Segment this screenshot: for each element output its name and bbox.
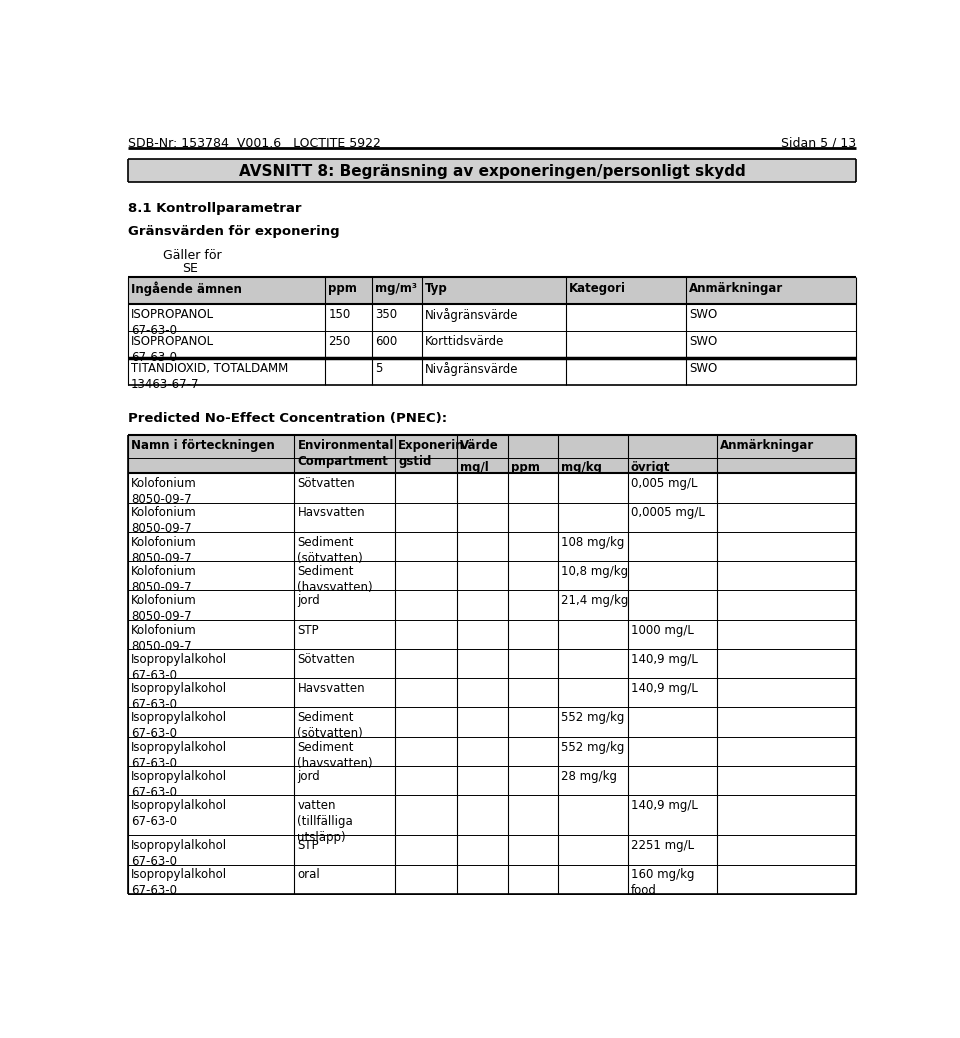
Text: mg/m³: mg/m³ — [375, 281, 417, 295]
Text: Typ: Typ — [425, 281, 448, 295]
Text: ppm: ppm — [328, 281, 357, 295]
Text: AVSNITT 8: Begränsning av exponeringen/personligt skydd: AVSNITT 8: Begränsning av exponeringen/p… — [239, 164, 745, 179]
Text: Kolofonium
8050-09-7: Kolofonium 8050-09-7 — [131, 565, 197, 594]
Text: 5: 5 — [375, 361, 382, 375]
Text: Havsvatten: Havsvatten — [298, 507, 365, 519]
Text: Kolofonium
8050-09-7: Kolofonium 8050-09-7 — [131, 624, 197, 653]
Text: övrigt: övrigt — [631, 461, 670, 474]
Text: 600: 600 — [375, 335, 397, 348]
Text: 28 mg/kg: 28 mg/kg — [561, 770, 617, 783]
Text: Kolofonium
8050-09-7: Kolofonium 8050-09-7 — [131, 477, 197, 507]
Text: 21,4 mg/kg: 21,4 mg/kg — [561, 595, 629, 607]
Text: 0,0005 mg/L: 0,0005 mg/L — [631, 507, 705, 519]
Text: mg/l: mg/l — [460, 461, 489, 474]
Text: 2251 mg/L: 2251 mg/L — [631, 839, 694, 852]
Text: Värde: Värde — [460, 439, 499, 452]
Text: Sötvatten: Sötvatten — [298, 653, 355, 665]
Text: 350: 350 — [375, 308, 397, 321]
Text: Kolofonium
8050-09-7: Kolofonium 8050-09-7 — [131, 595, 197, 623]
Text: 108 mg/kg: 108 mg/kg — [561, 536, 624, 549]
Text: oral: oral — [298, 869, 321, 881]
Text: Sidan 5 / 13: Sidan 5 / 13 — [781, 137, 856, 149]
Text: SWO: SWO — [689, 335, 717, 348]
Text: 140,9 mg/L: 140,9 mg/L — [631, 799, 698, 812]
Text: Korttidsvärde: Korttidsvärde — [425, 335, 505, 348]
Text: Isopropylalkohol
67-63-0: Isopropylalkohol 67-63-0 — [131, 869, 227, 898]
Text: Kolofonium
8050-09-7: Kolofonium 8050-09-7 — [131, 507, 197, 536]
Text: 0,005 mg/L: 0,005 mg/L — [631, 477, 697, 490]
Text: ISOPROPANOL
67-63-0: ISOPROPANOL 67-63-0 — [131, 335, 214, 363]
Text: Nivågränsvärde: Nivågränsvärde — [425, 361, 518, 376]
Text: SWO: SWO — [689, 308, 717, 321]
Text: SWO: SWO — [689, 361, 717, 375]
Text: Gränsvärden för exponering: Gränsvärden för exponering — [128, 224, 340, 238]
Text: Gäller för: Gäller för — [162, 249, 221, 263]
Bar — [128, 159, 856, 183]
Text: Anmärkningar: Anmärkningar — [689, 281, 783, 295]
Text: STP: STP — [298, 624, 319, 636]
Text: Environmental
Compartment: Environmental Compartment — [298, 439, 394, 468]
Text: Nivågränsvärde: Nivågränsvärde — [425, 308, 518, 322]
Text: Sediment
(sötvatten): Sediment (sötvatten) — [298, 536, 363, 565]
Text: Isopropylalkohol
67-63-0: Isopropylalkohol 67-63-0 — [131, 740, 227, 769]
Text: 552 mg/kg: 552 mg/kg — [561, 740, 624, 754]
Text: Isopropylalkohol
67-63-0: Isopropylalkohol 67-63-0 — [131, 770, 227, 799]
Text: 160 mg/kg
food: 160 mg/kg food — [631, 869, 694, 898]
Text: ppm: ppm — [511, 461, 540, 474]
Text: 8.1 Kontrollparametrar: 8.1 Kontrollparametrar — [128, 201, 301, 215]
Text: 10,8 mg/kg: 10,8 mg/kg — [561, 565, 628, 578]
Text: Sediment
(havsvatten): Sediment (havsvatten) — [298, 740, 373, 769]
Text: Anmärkningar: Anmärkningar — [720, 439, 814, 452]
Text: Isopropylalkohol
67-63-0: Isopropylalkohol 67-63-0 — [131, 839, 227, 868]
Text: Sediment
(havsvatten): Sediment (havsvatten) — [298, 565, 373, 594]
Text: Sötvatten: Sötvatten — [298, 477, 355, 490]
Text: STP: STP — [298, 839, 319, 852]
Text: vatten
(tillfälliga
utsläpp): vatten (tillfälliga utsläpp) — [298, 799, 353, 844]
Text: 140,9 mg/L: 140,9 mg/L — [631, 682, 698, 695]
Bar — [128, 435, 856, 473]
Text: Ingående ämnen: Ingående ämnen — [131, 281, 242, 296]
Text: Sediment
(sötvatten): Sediment (sötvatten) — [298, 711, 363, 740]
Text: ISOPROPANOL
67-63-0: ISOPROPANOL 67-63-0 — [131, 308, 214, 336]
Text: jord: jord — [298, 595, 321, 607]
Text: 552 mg/kg: 552 mg/kg — [561, 711, 624, 725]
Text: jord: jord — [298, 770, 321, 783]
Text: SE: SE — [182, 262, 198, 275]
Text: Havsvatten: Havsvatten — [298, 682, 365, 695]
Text: Kategori: Kategori — [568, 281, 626, 295]
Text: mg/kg: mg/kg — [561, 461, 602, 474]
Text: Isopropylalkohol
67-63-0: Isopropylalkohol 67-63-0 — [131, 682, 227, 711]
Text: Kolofonium
8050-09-7: Kolofonium 8050-09-7 — [131, 536, 197, 565]
Text: Exponerin
gstid: Exponerin gstid — [398, 439, 465, 468]
Text: Isopropylalkohol
67-63-0: Isopropylalkohol 67-63-0 — [131, 653, 227, 682]
Bar — [128, 277, 856, 304]
Text: Isopropylalkohol
67-63-0: Isopropylalkohol 67-63-0 — [131, 711, 227, 740]
Text: TITANDIOXID, TOTALDAMM
13463-67-7: TITANDIOXID, TOTALDAMM 13463-67-7 — [131, 361, 288, 390]
Text: 140,9 mg/L: 140,9 mg/L — [631, 653, 698, 665]
Text: Namn i förteckningen: Namn i förteckningen — [131, 439, 275, 452]
Text: 250: 250 — [328, 335, 350, 348]
Text: 1000 mg/L: 1000 mg/L — [631, 624, 693, 636]
Text: SDB-Nr: 153784  V001.6   LOCTITE 5922: SDB-Nr: 153784 V001.6 LOCTITE 5922 — [128, 137, 380, 149]
Text: Isopropylalkohol
67-63-0: Isopropylalkohol 67-63-0 — [131, 799, 227, 828]
Text: 150: 150 — [328, 308, 350, 321]
Text: Predicted No-Effect Concentration (PNEC):: Predicted No-Effect Concentration (PNEC)… — [128, 412, 446, 425]
